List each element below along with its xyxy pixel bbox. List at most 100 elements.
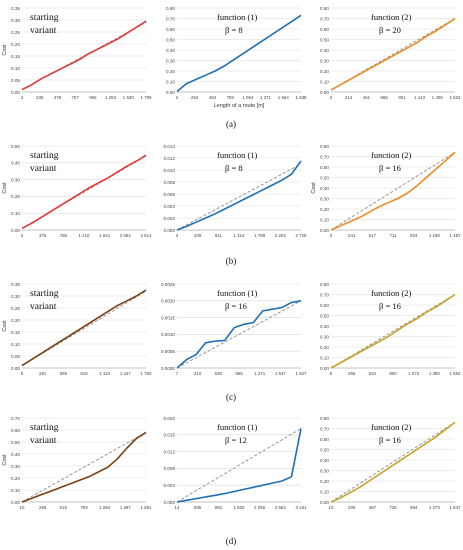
y-tick-label: 0.10 — [320, 79, 329, 84]
panel-annotation: starting — [30, 423, 59, 433]
x-tick-label: 265 — [39, 505, 47, 510]
x-tick-label: 1 253 — [105, 95, 117, 100]
chart-panel: 0.000 0.002 0.004 0.006 0.008 0.010 0.012 0.014… — [164, 144, 308, 238]
panel-annotation: starting — [30, 289, 59, 299]
reference-line — [176, 428, 302, 503]
y-tick-label: 0.40 — [320, 458, 329, 463]
x-tick-label: 2 — [330, 95, 333, 100]
panel-annotation: variant — [30, 164, 57, 174]
y-tick-label: 0.20 — [320, 69, 329, 74]
panel-annotation: starting — [30, 13, 59, 23]
chart-panel: 0.00 0.10 0.20 0.30 0.40 0.50 3 376 768 1 210 1 64… — [2, 144, 152, 238]
panel-annotation: function (1) — [217, 288, 258, 298]
x-tick-label: 3 — [21, 233, 24, 238]
panel-annotation: β = 16 — [379, 435, 401, 445]
y-tick-label: 0.80 — [166, 6, 175, 11]
panel-annotation: β = 16 — [225, 301, 247, 311]
y-tick-label: 0.40 — [166, 48, 175, 53]
x-tick-label: 1 110 — [99, 371, 110, 376]
x-tick-label: 239 — [36, 95, 44, 100]
x-tick-label: 461 — [363, 95, 371, 100]
row-label: (d) — [226, 536, 237, 546]
y-tick-label: 0.00 — [11, 228, 20, 233]
x-tick-label: 214 — [345, 95, 353, 100]
panel-annotation: function (1) — [217, 422, 258, 432]
y-axis-label: Cost — [2, 320, 8, 332]
chart-panel: 0.00 0.10 0.20 0.30 0.40 0.50 0.60 0.70 10 265 519… — [2, 416, 152, 510]
y-tick-label: 0.00 — [320, 228, 329, 233]
y-tick-label: 0.20 — [320, 207, 329, 212]
panel-annotation: β = 8 — [225, 25, 243, 35]
x-tick-label: 1 691 — [141, 505, 153, 510]
y-axis-label: Cost — [2, 454, 8, 466]
y-tick-label: 0.30 — [320, 196, 329, 201]
x-tick-label: 281 — [39, 371, 47, 376]
y-tick-label: 0.50 — [166, 37, 175, 42]
y-tick-label: 0.80 — [320, 144, 329, 149]
y-tick-label: 0.30 — [166, 58, 175, 63]
y-tick-label: 0.00 — [11, 90, 20, 95]
reference-line — [21, 155, 147, 229]
x-tick-label: 310 — [194, 371, 202, 376]
x-tick-label: 1 788 — [254, 233, 266, 238]
x-tick-label: 1 198 — [429, 233, 441, 238]
x-tick-label: 994 — [410, 505, 418, 510]
x-tick-label: 1 380 — [429, 371, 441, 376]
panel-annotation: function (2) — [371, 422, 412, 432]
y-tick-label: 0.05 — [11, 354, 20, 359]
y-tick-label: 0.30 — [320, 468, 329, 473]
y-tick-label: 0.70 — [320, 16, 329, 21]
x-tick-label: 505 — [194, 505, 202, 510]
x-tick-label: 1 314 — [234, 233, 246, 238]
panel-annotation: variant — [30, 302, 57, 312]
y-tick-label: 0.10 — [320, 355, 329, 360]
x-tick-label: 1 397 — [120, 505, 132, 510]
x-tick-label: 3 161 — [296, 505, 308, 510]
series-line — [330, 151, 456, 231]
x-tick-label: 1 271 — [254, 371, 266, 376]
y-tick-label: 0.10 — [320, 489, 329, 494]
y-tick-label: 0.80 — [320, 282, 329, 287]
y-tick-label: 0.05 — [11, 78, 20, 83]
x-tick-label: 1 799 — [141, 95, 153, 100]
x-tick-label: 923 — [410, 233, 418, 238]
y-tick-label: 0.002 — [164, 216, 176, 221]
y-tick-label: 0.10 — [11, 211, 20, 216]
chart-panel: 0.00 0.10 0.20 0.30 0.40 0.50 0.60 0.70 0.80 5 256… — [320, 282, 461, 376]
x-tick-label: 2 — [176, 95, 179, 100]
x-tick-label: 494 — [209, 95, 217, 100]
y-tick-label: 0.40 — [320, 324, 329, 329]
y-tick-label: 0.008 — [164, 466, 176, 471]
x-tick-label: 1 760 — [141, 371, 153, 376]
y-tick-label: 0.020 — [164, 416, 176, 421]
y-tick-label: 0.25 — [11, 306, 20, 311]
series-line — [21, 20, 147, 91]
x-tick-label: 2 514 — [141, 233, 153, 238]
x-tick-label: 2 062 — [120, 233, 132, 238]
y-tick-label: 0.35 — [11, 282, 20, 287]
y-tick-label: 0.70 — [11, 416, 20, 421]
x-tick-label: 3 — [21, 95, 24, 100]
panel-annotation: β = 12 — [225, 435, 247, 445]
x-tick-label: 209 — [348, 505, 356, 510]
chart-panel: 0.00 0.05 0.10 0.15 0.20 0.25 0.30 0.35 5 281 559 8… — [2, 282, 152, 376]
panel-annotation: β = 8 — [225, 163, 243, 173]
y-tick-label: 0.40 — [11, 452, 20, 457]
reference-line — [330, 151, 456, 231]
y-tick-label: 0.20 — [11, 194, 20, 199]
y-tick-label: 0.50 — [320, 313, 329, 318]
y-tick-label: 0.40 — [11, 161, 20, 166]
y-tick-label: 0.30 — [320, 334, 329, 339]
reference-line — [21, 290, 147, 366]
x-tick-label: 1 447 — [120, 371, 132, 376]
series-line — [176, 14, 302, 93]
y-tick-label: 0.50 — [320, 175, 329, 180]
y-tick-label: 0.20 — [11, 476, 20, 481]
y-tick-label: 0.012 — [164, 156, 176, 161]
reference-line — [176, 163, 302, 231]
chart-panel: 0.000 0.004 0.008 0.012 0.016 0.020 14 505 992 1 … — [164, 416, 308, 510]
x-tick-label: 630 — [215, 371, 223, 376]
y-tick-label: 0.10 — [166, 79, 175, 84]
x-tick-label: 711 — [390, 233, 398, 238]
x-tick-label: 1 273 — [429, 505, 441, 510]
